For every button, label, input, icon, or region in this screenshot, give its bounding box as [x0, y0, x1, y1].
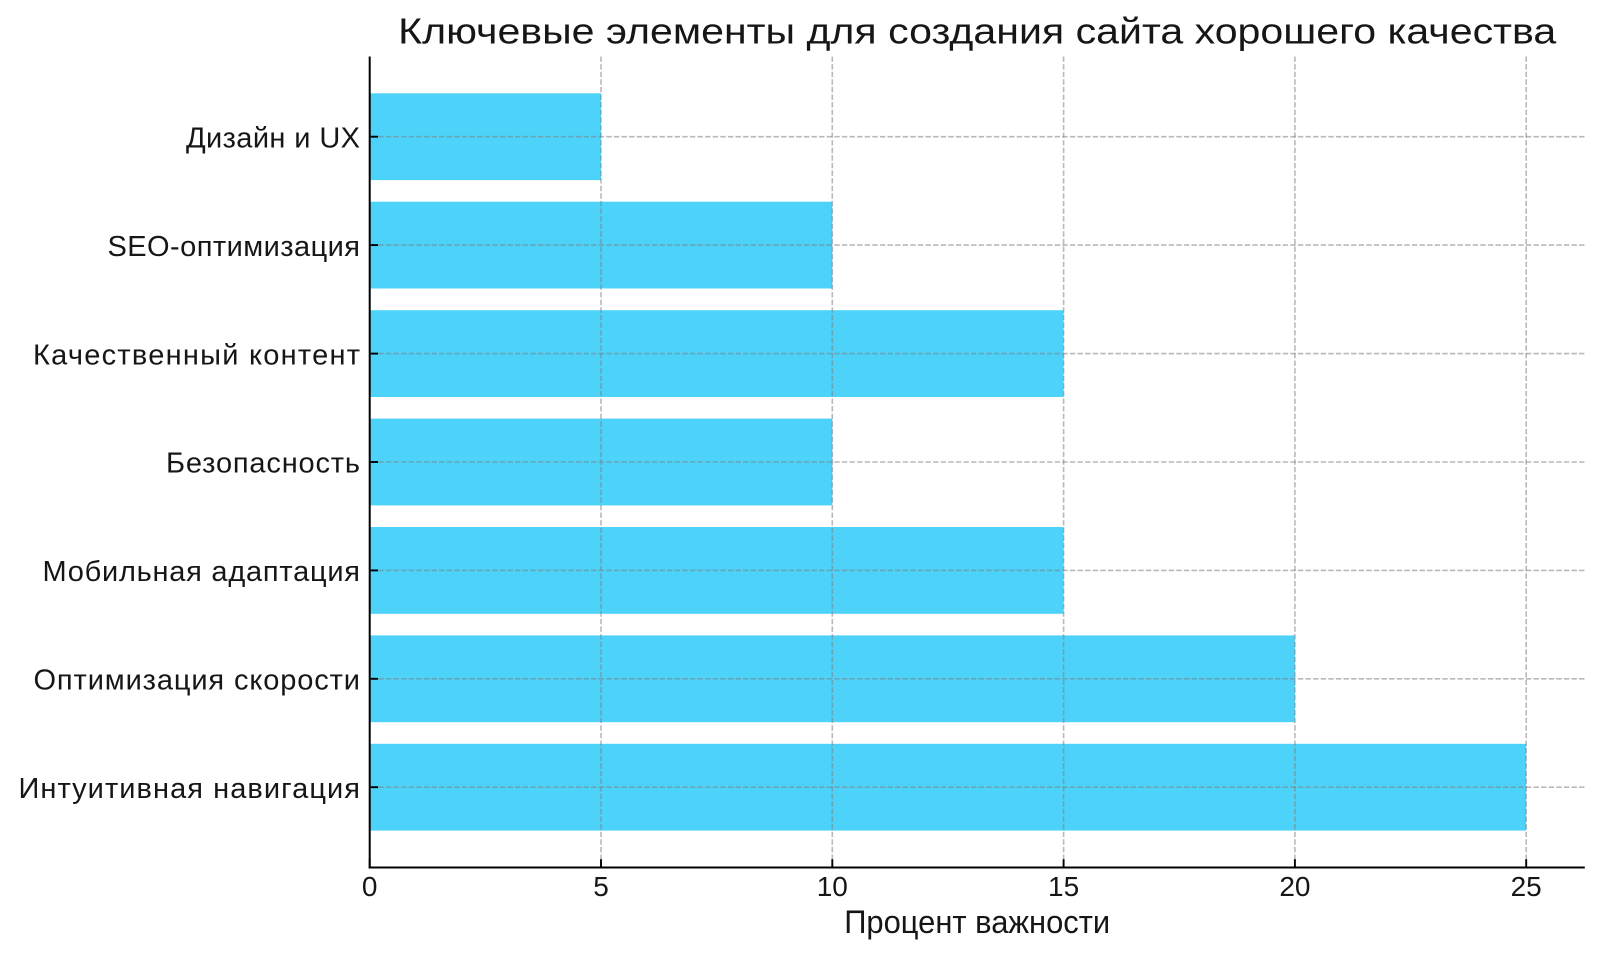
svg-text:Интуитивная навигация: Интуитивная навигация	[19, 773, 361, 805]
svg-text:0: 0	[362, 871, 378, 902]
svg-text:SEO-оптимизация: SEO-оптимизация	[108, 231, 361, 263]
svg-text:Дизайн и UX: Дизайн и UX	[186, 122, 360, 154]
svg-text:Мобильная адаптация: Мобильная адаптация	[43, 556, 361, 588]
svg-text:25: 25	[1511, 871, 1542, 902]
svg-text:Оптимизация скорости: Оптимизация скорости	[34, 665, 361, 697]
svg-text:20: 20	[1279, 871, 1310, 902]
svg-text:Качественный контент: Качественный контент	[33, 339, 360, 371]
svg-text:Процент важности: Процент важности	[844, 904, 1110, 940]
svg-text:10: 10	[817, 871, 848, 902]
svg-text:15: 15	[1048, 871, 1079, 902]
svg-text:5: 5	[593, 871, 609, 902]
svg-text:Безопасность: Безопасность	[166, 448, 360, 480]
svg-text:Ключевые элементы для создания: Ключевые элементы для создания сайта хор…	[398, 10, 1557, 51]
